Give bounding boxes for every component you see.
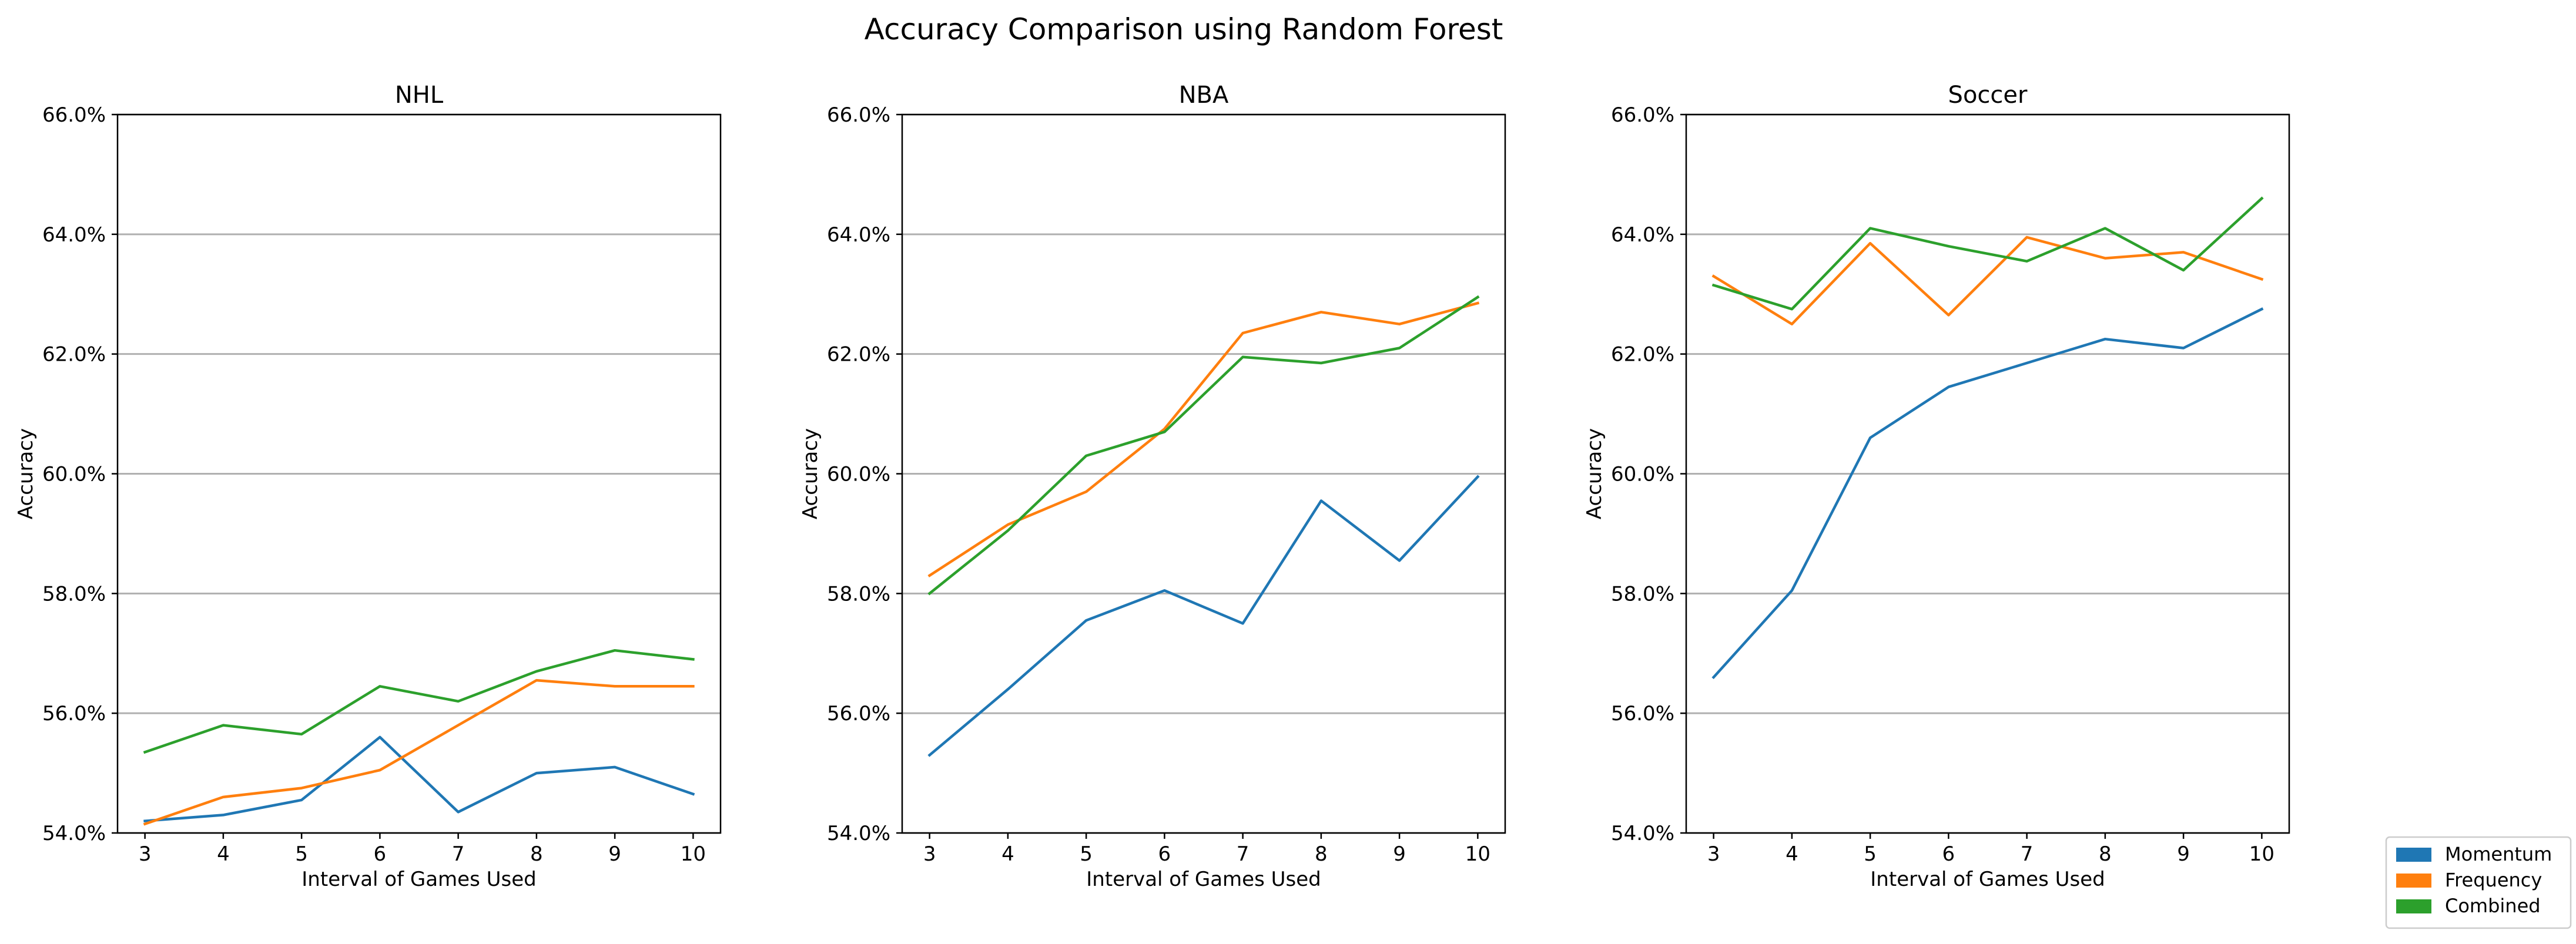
x-tick-label: 6 [1158, 842, 1171, 866]
series-line-momentum [1711, 307, 2264, 680]
x-tick-label: 8 [2099, 842, 2112, 866]
x-tick-label: 10 [1465, 842, 1490, 866]
series-line-combined [143, 649, 695, 754]
y-tick-label: 62.0% [42, 343, 106, 367]
y-axis-label: Accuracy [14, 428, 38, 519]
x-tick-label: 7 [1237, 842, 1250, 866]
legend-swatch-combined [2396, 899, 2431, 913]
x-tick-label: 8 [530, 842, 543, 866]
x-tick-label: 7 [2021, 842, 2034, 866]
legend-label: Combined [2445, 895, 2541, 917]
x-tick-label: 3 [139, 842, 152, 866]
y-tick-label: 66.0% [42, 103, 106, 127]
y-tick-label: 62.0% [1611, 343, 1674, 367]
x-tick-label: 10 [681, 842, 706, 866]
y-tick-label: 64.0% [42, 223, 106, 247]
series-line-frequency [927, 301, 1480, 577]
subplot-title: NBA [1179, 82, 1229, 109]
x-axis-label: Interval of Games Used [1870, 868, 2105, 891]
y-tick-label: 54.0% [827, 822, 890, 845]
subplot-title: NHL [395, 82, 444, 109]
y-axis-label: Accuracy [1583, 428, 1606, 519]
y-tick-label: 64.0% [827, 223, 890, 247]
legend-box [2385, 836, 2572, 929]
legend-swatch-frequency [2396, 874, 2431, 888]
x-axis-label: Interval of Games Used [302, 868, 536, 891]
series-line-frequency [143, 678, 695, 826]
y-axis-label: Accuracy [799, 428, 822, 519]
x-tick-label: 9 [1393, 842, 1406, 866]
x-tick-label: 4 [1786, 842, 1798, 866]
x-tick-label: 3 [1707, 842, 1720, 866]
y-tick-label: 66.0% [1611, 103, 1674, 127]
legend-label: Momentum [2445, 843, 2552, 865]
legend-label: Frequency [2445, 869, 2542, 891]
series-line-frequency [1711, 236, 2264, 325]
legend-swatch-momentum [2396, 848, 2431, 862]
x-tick-label: 5 [1864, 842, 1877, 866]
x-axis-label: Interval of Games Used [1086, 868, 1321, 891]
y-tick-label: 62.0% [827, 343, 890, 367]
series-line-momentum [143, 735, 695, 823]
y-tick-label: 54.0% [42, 822, 106, 845]
x-tick-label: 4 [1001, 842, 1014, 866]
y-tick-label: 58.0% [827, 582, 890, 606]
x-tick-label: 8 [1315, 842, 1328, 866]
y-tick-label: 64.0% [1611, 223, 1674, 247]
y-tick-label: 66.0% [827, 103, 890, 127]
y-tick-label: 58.0% [1611, 582, 1674, 606]
y-tick-label: 54.0% [1611, 822, 1674, 845]
x-tick-label: 9 [608, 842, 621, 866]
x-tick-label: 10 [2249, 842, 2274, 866]
y-tick-label: 60.0% [1611, 463, 1674, 486]
x-tick-label: 6 [374, 842, 387, 866]
y-tick-label: 60.0% [42, 463, 106, 486]
x-tick-label: 6 [1942, 842, 1955, 866]
subplot-title: Soccer [1948, 82, 2028, 109]
y-tick-label: 56.0% [1611, 702, 1674, 725]
x-tick-label: 9 [2177, 842, 2190, 866]
series-line-combined [1711, 196, 2264, 311]
y-tick-label: 60.0% [827, 463, 890, 486]
x-tick-label: 4 [217, 842, 230, 866]
x-tick-label: 3 [923, 842, 936, 866]
x-tick-label: 7 [452, 842, 465, 866]
y-tick-label: 58.0% [42, 582, 106, 606]
x-tick-label: 5 [295, 842, 308, 866]
y-tick-label: 56.0% [42, 702, 106, 725]
figure-title: Accuracy Comparison using Random Forest [865, 12, 1503, 46]
series-line-combined [927, 295, 1480, 596]
x-tick-label: 5 [1080, 842, 1093, 866]
series-line-momentum [927, 475, 1480, 757]
y-tick-label: 56.0% [827, 702, 890, 725]
